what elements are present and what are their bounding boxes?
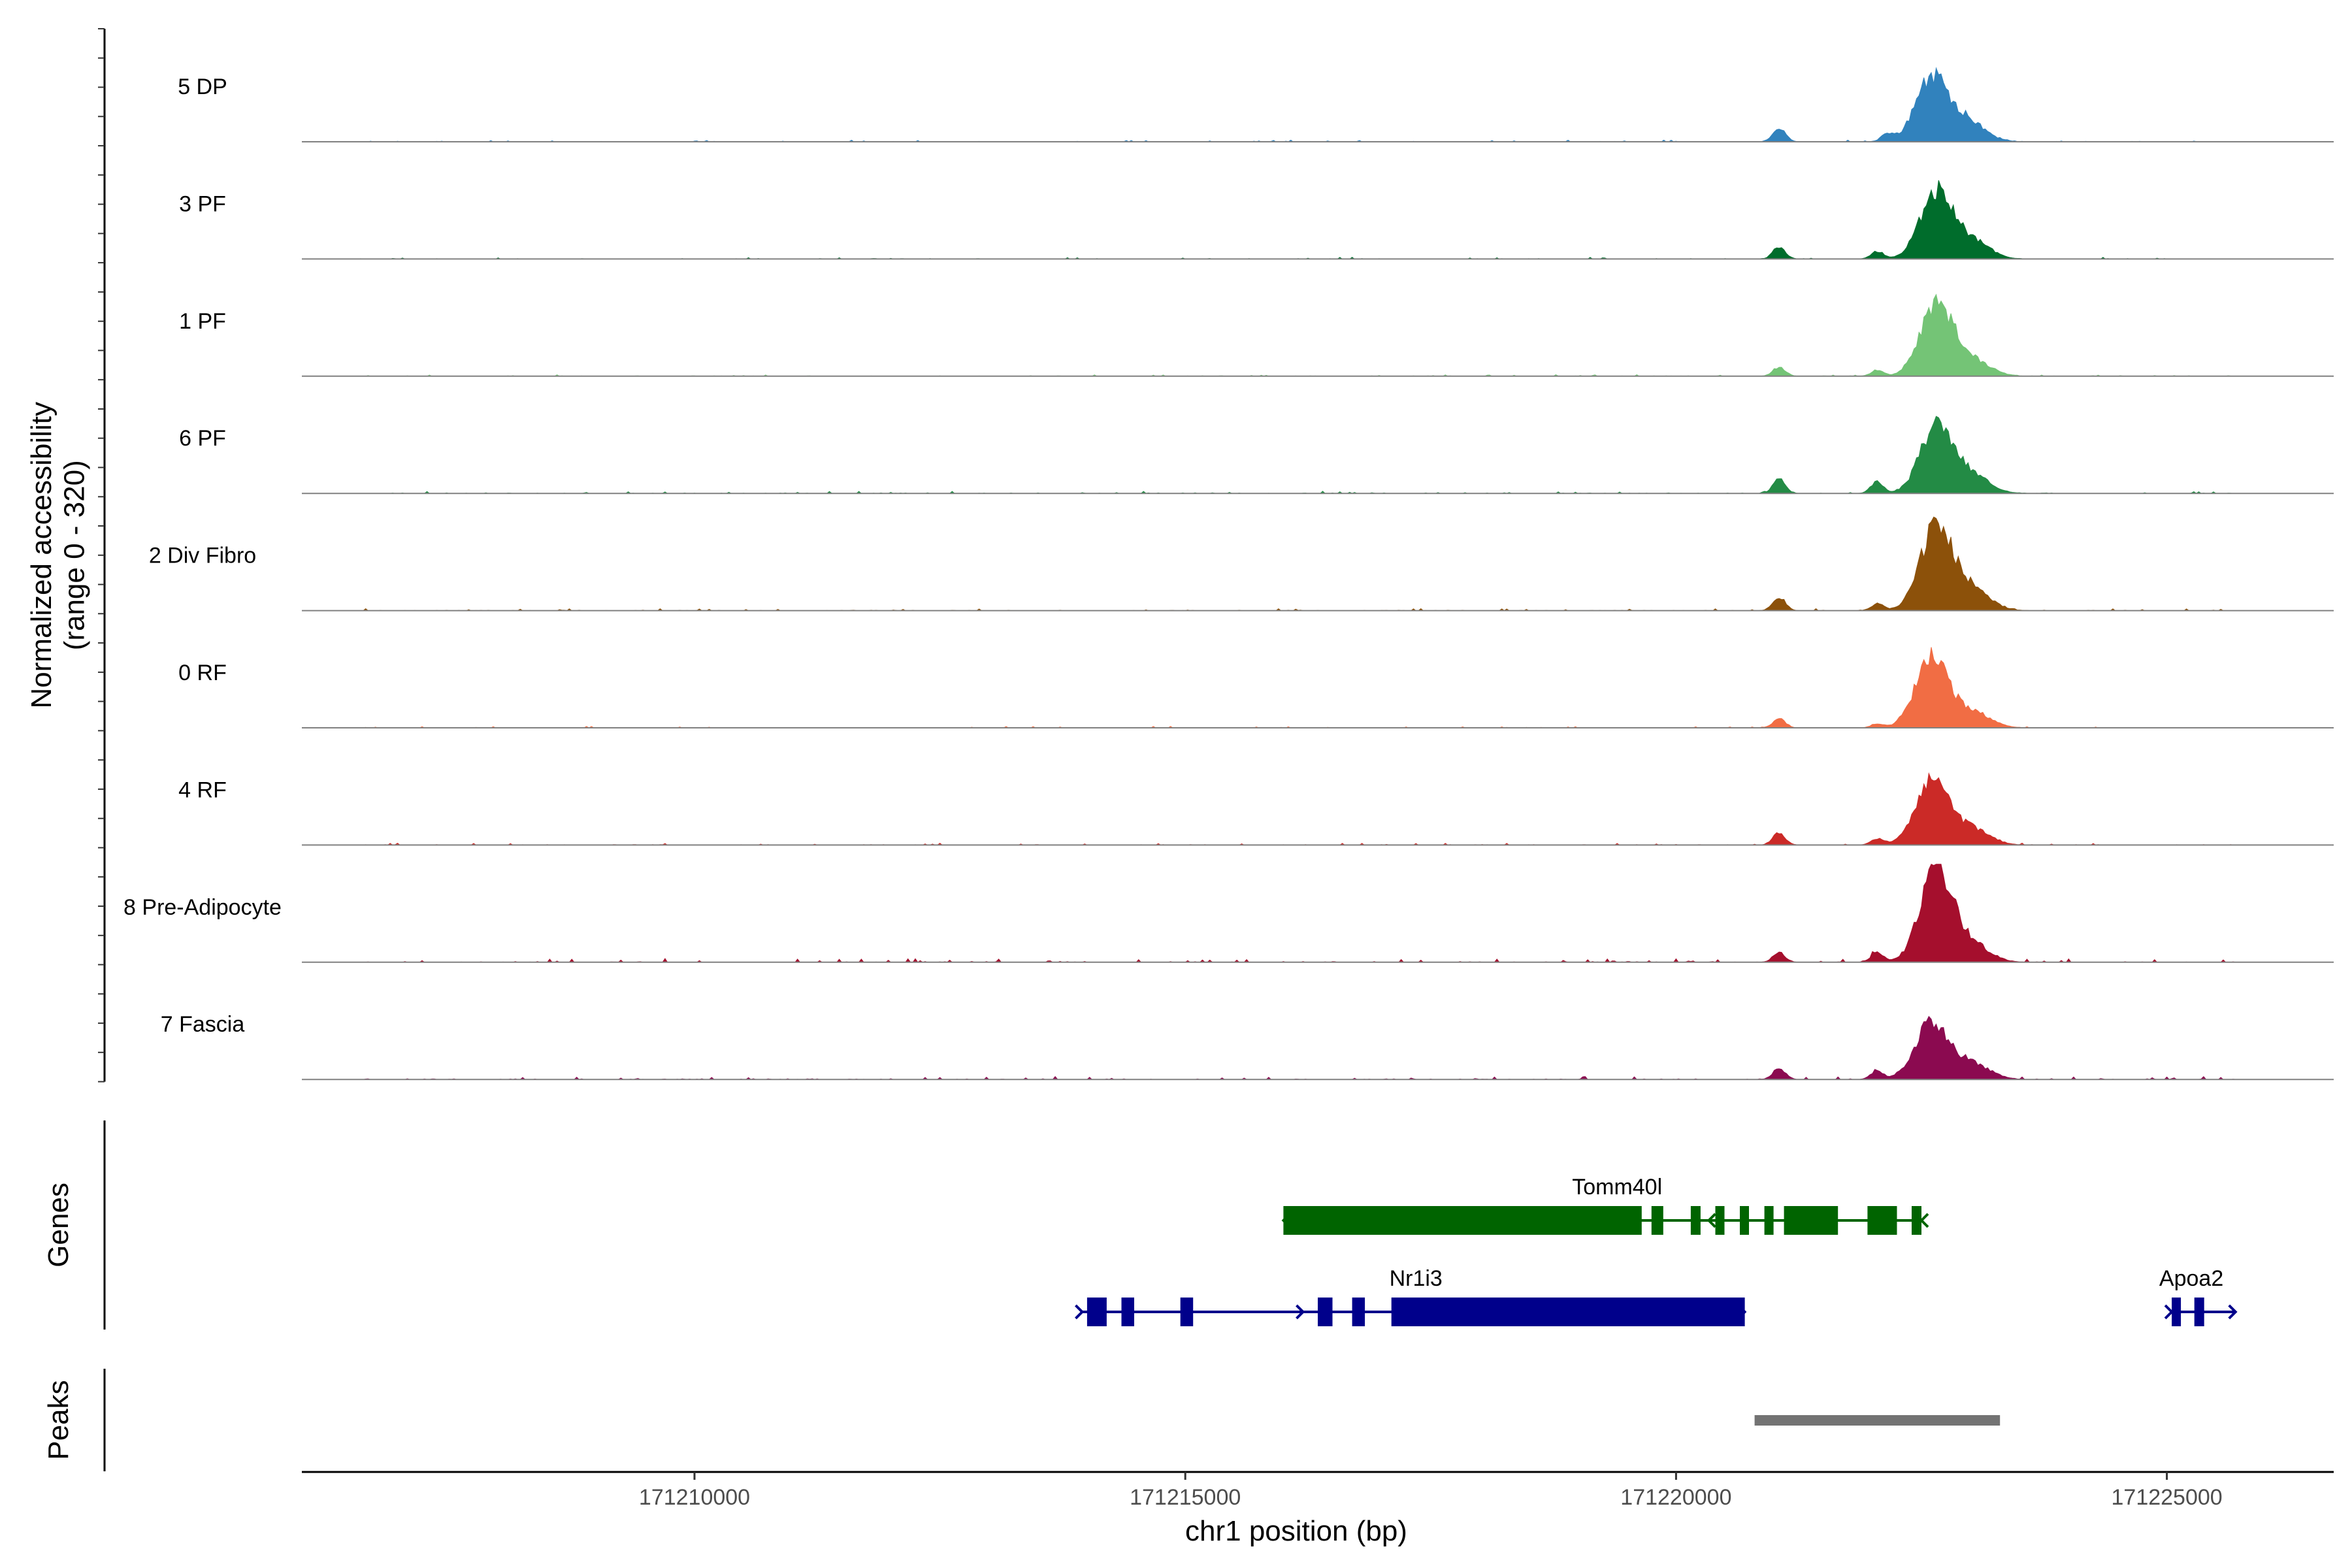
gene-exon: [1086, 1298, 1107, 1326]
x-tick-label: 171215000: [1130, 1485, 1241, 1510]
gene-exon: [1651, 1206, 1663, 1235]
track-label: 8 Pre-Adipocyte: [123, 895, 282, 920]
track-label: 6 PF: [179, 426, 226, 451]
strand-arrow: [1707, 1213, 1716, 1228]
gene-exon: [1715, 1206, 1725, 1235]
coverage-track: 0 RF: [178, 647, 2334, 728]
gene-exon: [1867, 1206, 1897, 1235]
track-label: 7 Fascia: [161, 1012, 245, 1037]
gene-label: Nr1i3: [1390, 1266, 1443, 1291]
track-label: 5 DP: [178, 74, 227, 99]
strand-arrow: [1075, 1304, 1085, 1320]
gene-label: Tomm40l: [1572, 1175, 1662, 1200]
y-axis-title: Normalized accessibility(range 0 - 320): [25, 402, 91, 708]
gene-exon: [1784, 1206, 1838, 1235]
gene-label: Apoa2: [2159, 1266, 2223, 1291]
gene-model: Nr1i3: [1075, 1266, 1747, 1326]
coverage-area: [361, 647, 2236, 728]
coverage-area: [360, 180, 2236, 259]
track-label: 0 RF: [178, 661, 227, 685]
x-tick-label: 171225000: [2112, 1485, 2223, 1510]
peaks-track-title: Peaks: [42, 1380, 74, 1460]
gene-exon: [2172, 1298, 2181, 1326]
gene-exon: [1764, 1206, 1774, 1235]
coverage-track: 7 Fascia: [161, 1012, 2334, 1081]
gene-model: Apoa2: [2159, 1266, 2238, 1326]
gene-exon: [1180, 1298, 1194, 1326]
track-label: 2 Div Fibro: [149, 544, 256, 568]
gene-model: Tomm40l: [1281, 1175, 1929, 1235]
peaks-track: Peaks: [42, 1369, 2001, 1471]
gene-exon: [1740, 1206, 1749, 1235]
track-label: 4 RF: [178, 777, 227, 802]
strand-arrow: [2228, 1304, 2238, 1320]
y-axis-title-line: Normalized accessibility: [25, 402, 57, 708]
coverage-track: 5 DP: [178, 67, 2334, 142]
genes-track-title: Genes: [42, 1183, 74, 1267]
coverage-area: [361, 293, 2236, 377]
genes-track: Genes Tomm40l Nr1i3 Apoa2: [42, 1120, 2238, 1330]
track-label: 1 PF: [179, 309, 226, 334]
coverage-area: [361, 1015, 2236, 1080]
x-tick-label: 171210000: [639, 1485, 750, 1510]
axes: Normalized accessibility(range 0 - 320) 1…: [25, 28, 2334, 1547]
x-tick-label: 171220000: [1620, 1485, 1731, 1510]
coverage-area: [361, 864, 2236, 963]
y-axis-title-line: (range 0 - 320): [59, 460, 91, 650]
coverage-track: 4 RF: [178, 772, 2334, 846]
strand-arrow: [1296, 1304, 1305, 1320]
x-axis-title: chr1 position (bp): [1185, 1515, 1407, 1547]
coverage-track: 6 PF: [179, 416, 2334, 495]
coverage-area: [361, 416, 2236, 494]
coverage-track: 2 Div Fibro: [149, 516, 2334, 612]
gene-exon: [1391, 1298, 1745, 1326]
gene-exon: [2194, 1298, 2204, 1326]
coverage-track: 8 Pre-Adipocyte: [123, 864, 2334, 963]
coverage-area: [361, 67, 2236, 142]
track-label: 3 PF: [179, 191, 226, 216]
strand-arrow: [1919, 1213, 1929, 1228]
gene-exon: [1121, 1298, 1134, 1326]
coverage-area: [361, 772, 2236, 845]
gene-exon: [1352, 1298, 1365, 1326]
strand-arrow: [2164, 1304, 2174, 1320]
gene-exon: [1690, 1206, 1701, 1235]
gene-exon: [1283, 1206, 1642, 1235]
gene-exon: [1912, 1206, 1921, 1235]
coverage-track: 1 PF: [179, 293, 2334, 377]
peak-region: [1754, 1415, 2001, 1426]
coverage-area: [361, 516, 2236, 612]
coverage-tracks: 5 DP 3 PF 1 PF 6 PF 2 Div Fibro 0 RF 4 RF 8 Pre…: [123, 67, 2334, 1081]
coverage-track: 3 PF: [179, 180, 2334, 260]
gene-exon: [1318, 1298, 1333, 1326]
